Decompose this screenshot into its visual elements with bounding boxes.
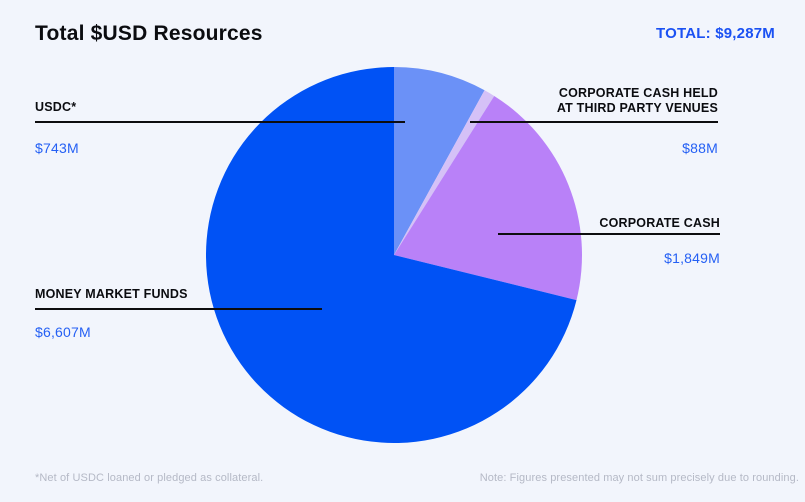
total-value-label: TOTAL: $9,287M <box>656 25 775 42</box>
callout-corporate-cash-value-wrap: $1,849M <box>664 250 720 266</box>
footnote-rounding: Note: Figures presented may not sum prec… <box>479 472 799 484</box>
callout-money-market-value: $6,607M <box>35 324 91 340</box>
callout-corporate-cash-label: CORPORATE CASH <box>599 216 720 230</box>
pie-slice-corporate-cash-third-party-venues <box>394 90 495 255</box>
callout-third-party-label: CORPORATE CASH HELD AT THIRD PARTY VENUE… <box>556 86 718 115</box>
callout-third-party: CORPORATE CASH HELD AT THIRD PARTY VENUE… <box>557 86 718 116</box>
callout-money-market-label: MONEY MARKET FUNDS <box>35 287 188 301</box>
page-title: Total $USD Resources <box>35 22 263 45</box>
callout-usdc: USDC* <box>35 100 76 115</box>
leader-line-third-party <box>470 121 718 123</box>
callout-corporate-cash-value: $1,849M <box>664 250 720 266</box>
leader-line-usdc <box>35 121 405 123</box>
callout-usdc-value-wrap: $743M <box>35 140 79 156</box>
callout-usdc-label: USDC* <box>35 100 77 114</box>
callout-third-party-value-wrap: $88M <box>682 140 718 156</box>
callout-corporate-cash: CORPORATE CASH <box>599 216 720 231</box>
pie-slice-corporate-cash <box>394 95 582 301</box>
callout-money-market-value-wrap: $6,607M <box>35 324 91 340</box>
pie-slice-money-market-funds <box>205 67 577 443</box>
callout-money-market: MONEY MARKET FUNDS <box>35 287 188 302</box>
callout-third-party-value: $88M <box>682 140 718 156</box>
leader-line-corporate-cash <box>498 233 720 235</box>
callout-usdc-value: $743M <box>35 140 79 156</box>
leader-line-money-market <box>35 308 322 310</box>
pie-chart <box>205 67 582 443</box>
footnote-usdc: *Net of USDC loaned or pledged as collat… <box>35 472 264 484</box>
pie-slice-usdc <box>394 67 485 255</box>
pie-chart-svg <box>205 67 582 443</box>
